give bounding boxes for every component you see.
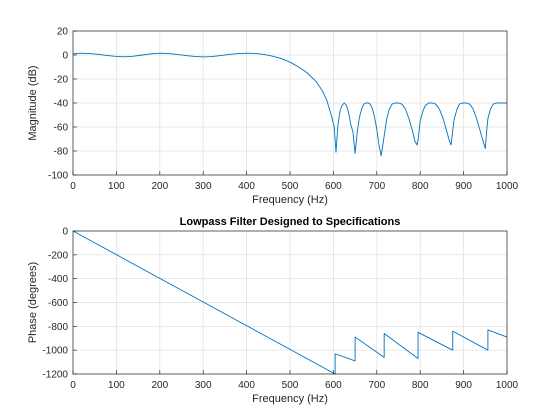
phase-y-tick-label: -200 xyxy=(48,250,68,261)
phase-y-axis-label: Phase (degrees) xyxy=(27,262,39,343)
phase-series-line xyxy=(72,230,508,375)
magnitude-y-tick-label: -40 xyxy=(54,99,69,110)
magnitude-y-axis-label: Magnitude (dB) xyxy=(27,65,39,140)
phase-y-tick-label: -1200 xyxy=(42,370,68,381)
magnitude-axes: 0 100 200 300 400 500 600 700 800 900 1000-100-80-… xyxy=(27,27,519,207)
phase-x-tick-label: 800 xyxy=(412,380,429,391)
magnitude-x-tick-label: 300 xyxy=(195,181,212,192)
phase-x-tick-label: 900 xyxy=(455,380,472,391)
phase-x-tick-label: 400 xyxy=(238,380,255,391)
magnitude-x-tick-label: 900 xyxy=(455,181,472,192)
phase-chart-title: Lowpass Filter Designed to Specification… xyxy=(180,216,401,228)
magnitude-x-tick-label: 1000 xyxy=(496,181,519,192)
magnitude-x-tick-label: 800 xyxy=(412,181,429,192)
phase-y-tick-label: -600 xyxy=(48,298,68,309)
magnitude-y-tick-label: 20 xyxy=(57,27,69,38)
phase-x-tick-label: 100 xyxy=(108,380,125,391)
magnitude-x-tick-label: 200 xyxy=(151,181,168,192)
phase-y-tick-label: 0 xyxy=(62,227,68,238)
magnitude-x-tick-label: 600 xyxy=(325,181,342,192)
phase-series xyxy=(72,230,508,375)
phase-y-tick-label: -400 xyxy=(48,274,68,285)
magnitude-y-tick-label: -60 xyxy=(54,123,69,134)
phase-x-axis-label: Frequency (Hz) xyxy=(252,393,328,405)
phase-x-tick-label: 700 xyxy=(368,380,385,391)
magnitude-x-tick-label: 500 xyxy=(282,181,299,192)
magnitude-y-tick-label: -100 xyxy=(48,171,68,182)
magnitude-series xyxy=(72,52,507,157)
phase-x-tick-label: 200 xyxy=(151,380,168,391)
phase-x-tick-label: 300 xyxy=(195,380,212,391)
magnitude-x-tick-label: 100 xyxy=(108,181,125,192)
magnitude-y-tick-label: -20 xyxy=(54,75,69,86)
phase-x-tick-label: 600 xyxy=(325,380,342,391)
phase-x-tick-label: 0 xyxy=(70,380,76,391)
phase-axes: 0 100 200 300 400 500 600 700 800 900 1000 -1200 -10… xyxy=(27,216,519,405)
phase-y-tick-label: -800 xyxy=(48,322,68,333)
magnitude-ticks: 0 100 200 300 400 500 600 700 800 900 1000-100-80-… xyxy=(48,27,519,193)
magnitude-x-axis-label: Frequency (Hz) xyxy=(252,194,328,206)
magnitude-y-tick-label: -80 xyxy=(54,147,69,158)
phase-ticks: 0 100 200 300 400 500 600 700 800 900 1000 -1200 -10… xyxy=(42,227,518,392)
phase-y-tick-label: -1000 xyxy=(42,346,68,357)
magnitude-series-line xyxy=(72,52,507,157)
magnitude-x-tick-label: 700 xyxy=(368,181,385,192)
magnitude-x-tick-label: 400 xyxy=(238,181,255,192)
phase-x-tick-label: 500 xyxy=(282,380,299,391)
magnitude-y-tick-label: 0 xyxy=(62,51,68,62)
phase-x-tick-label: 1000 xyxy=(496,380,519,391)
magnitude-x-tick-label: 0 xyxy=(70,181,76,192)
